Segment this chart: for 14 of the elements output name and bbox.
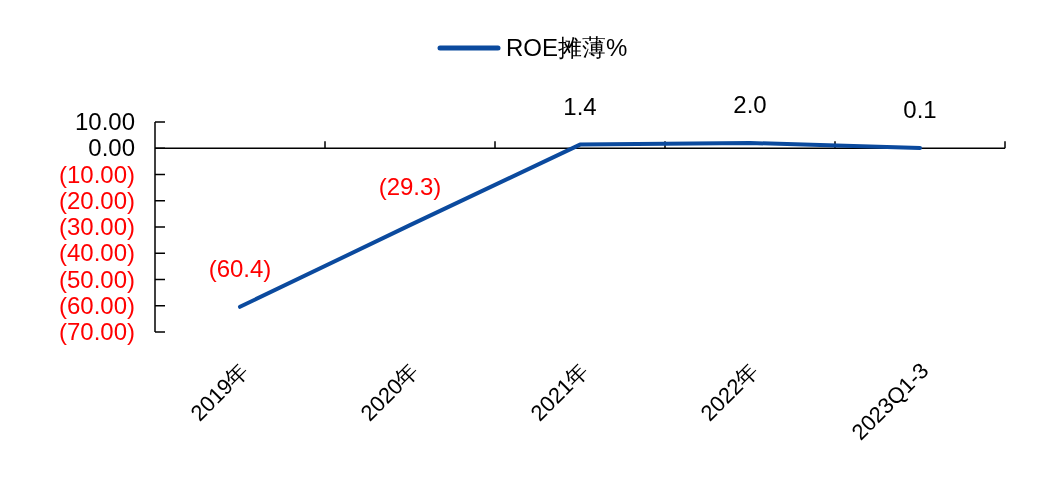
y-tick-label: (70.00) xyxy=(58,318,135,345)
y-tick-label: (40.00) xyxy=(58,239,135,267)
data-label: 1.4 xyxy=(563,92,597,120)
y-tick-label: 10.00 xyxy=(74,108,135,135)
legend-label: ROE摊薄% xyxy=(506,34,628,61)
y-tick-label: (10.00) xyxy=(58,160,135,188)
y-tick-label: 0.00 xyxy=(88,134,135,162)
data-label: 0.1 xyxy=(903,95,937,123)
y-tick-label: (50.00) xyxy=(58,265,135,293)
data-label: (60.4) xyxy=(208,254,272,282)
legend: ROE摊薄% xyxy=(437,34,628,61)
y-tick-label: (30.00) xyxy=(58,213,135,240)
data-label: (29.3) xyxy=(378,173,442,201)
data-label: 2.0 xyxy=(733,91,767,118)
